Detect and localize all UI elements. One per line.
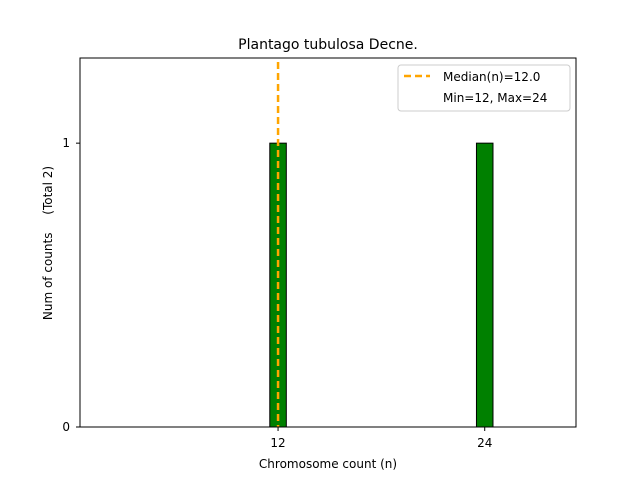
x-tick-label-24: 24 bbox=[477, 436, 492, 450]
x-axis-label: Chromosome count (n) bbox=[259, 457, 397, 471]
bar-24 bbox=[475, 142, 494, 428]
chart-title: Plantago tubulosa Decne. bbox=[238, 37, 418, 53]
y-axis-label: Num of counts (Total 2) bbox=[41, 166, 55, 320]
y-ticks: 01 bbox=[62, 136, 80, 434]
legend-median-label: Median(n)=12.0 bbox=[443, 70, 540, 84]
x-tick-label-12: 12 bbox=[270, 436, 285, 450]
legend-minmax-label: Min=12, Max=24 bbox=[443, 91, 547, 105]
y-axis-label-total: (Total 2) bbox=[41, 166, 55, 215]
y-tick-label-0: 0 bbox=[62, 420, 70, 434]
y-tick-label-1: 1 bbox=[62, 136, 70, 150]
y-axis-label-main: Num of counts bbox=[41, 233, 55, 321]
x-ticks: 12 24 bbox=[270, 427, 492, 450]
bars-layer bbox=[269, 142, 494, 428]
legend-box bbox=[397, 64, 571, 112]
plot-frame bbox=[79, 57, 577, 428]
legend: Median(n)=12.0 Min=12, Max=24 bbox=[397, 64, 571, 112]
